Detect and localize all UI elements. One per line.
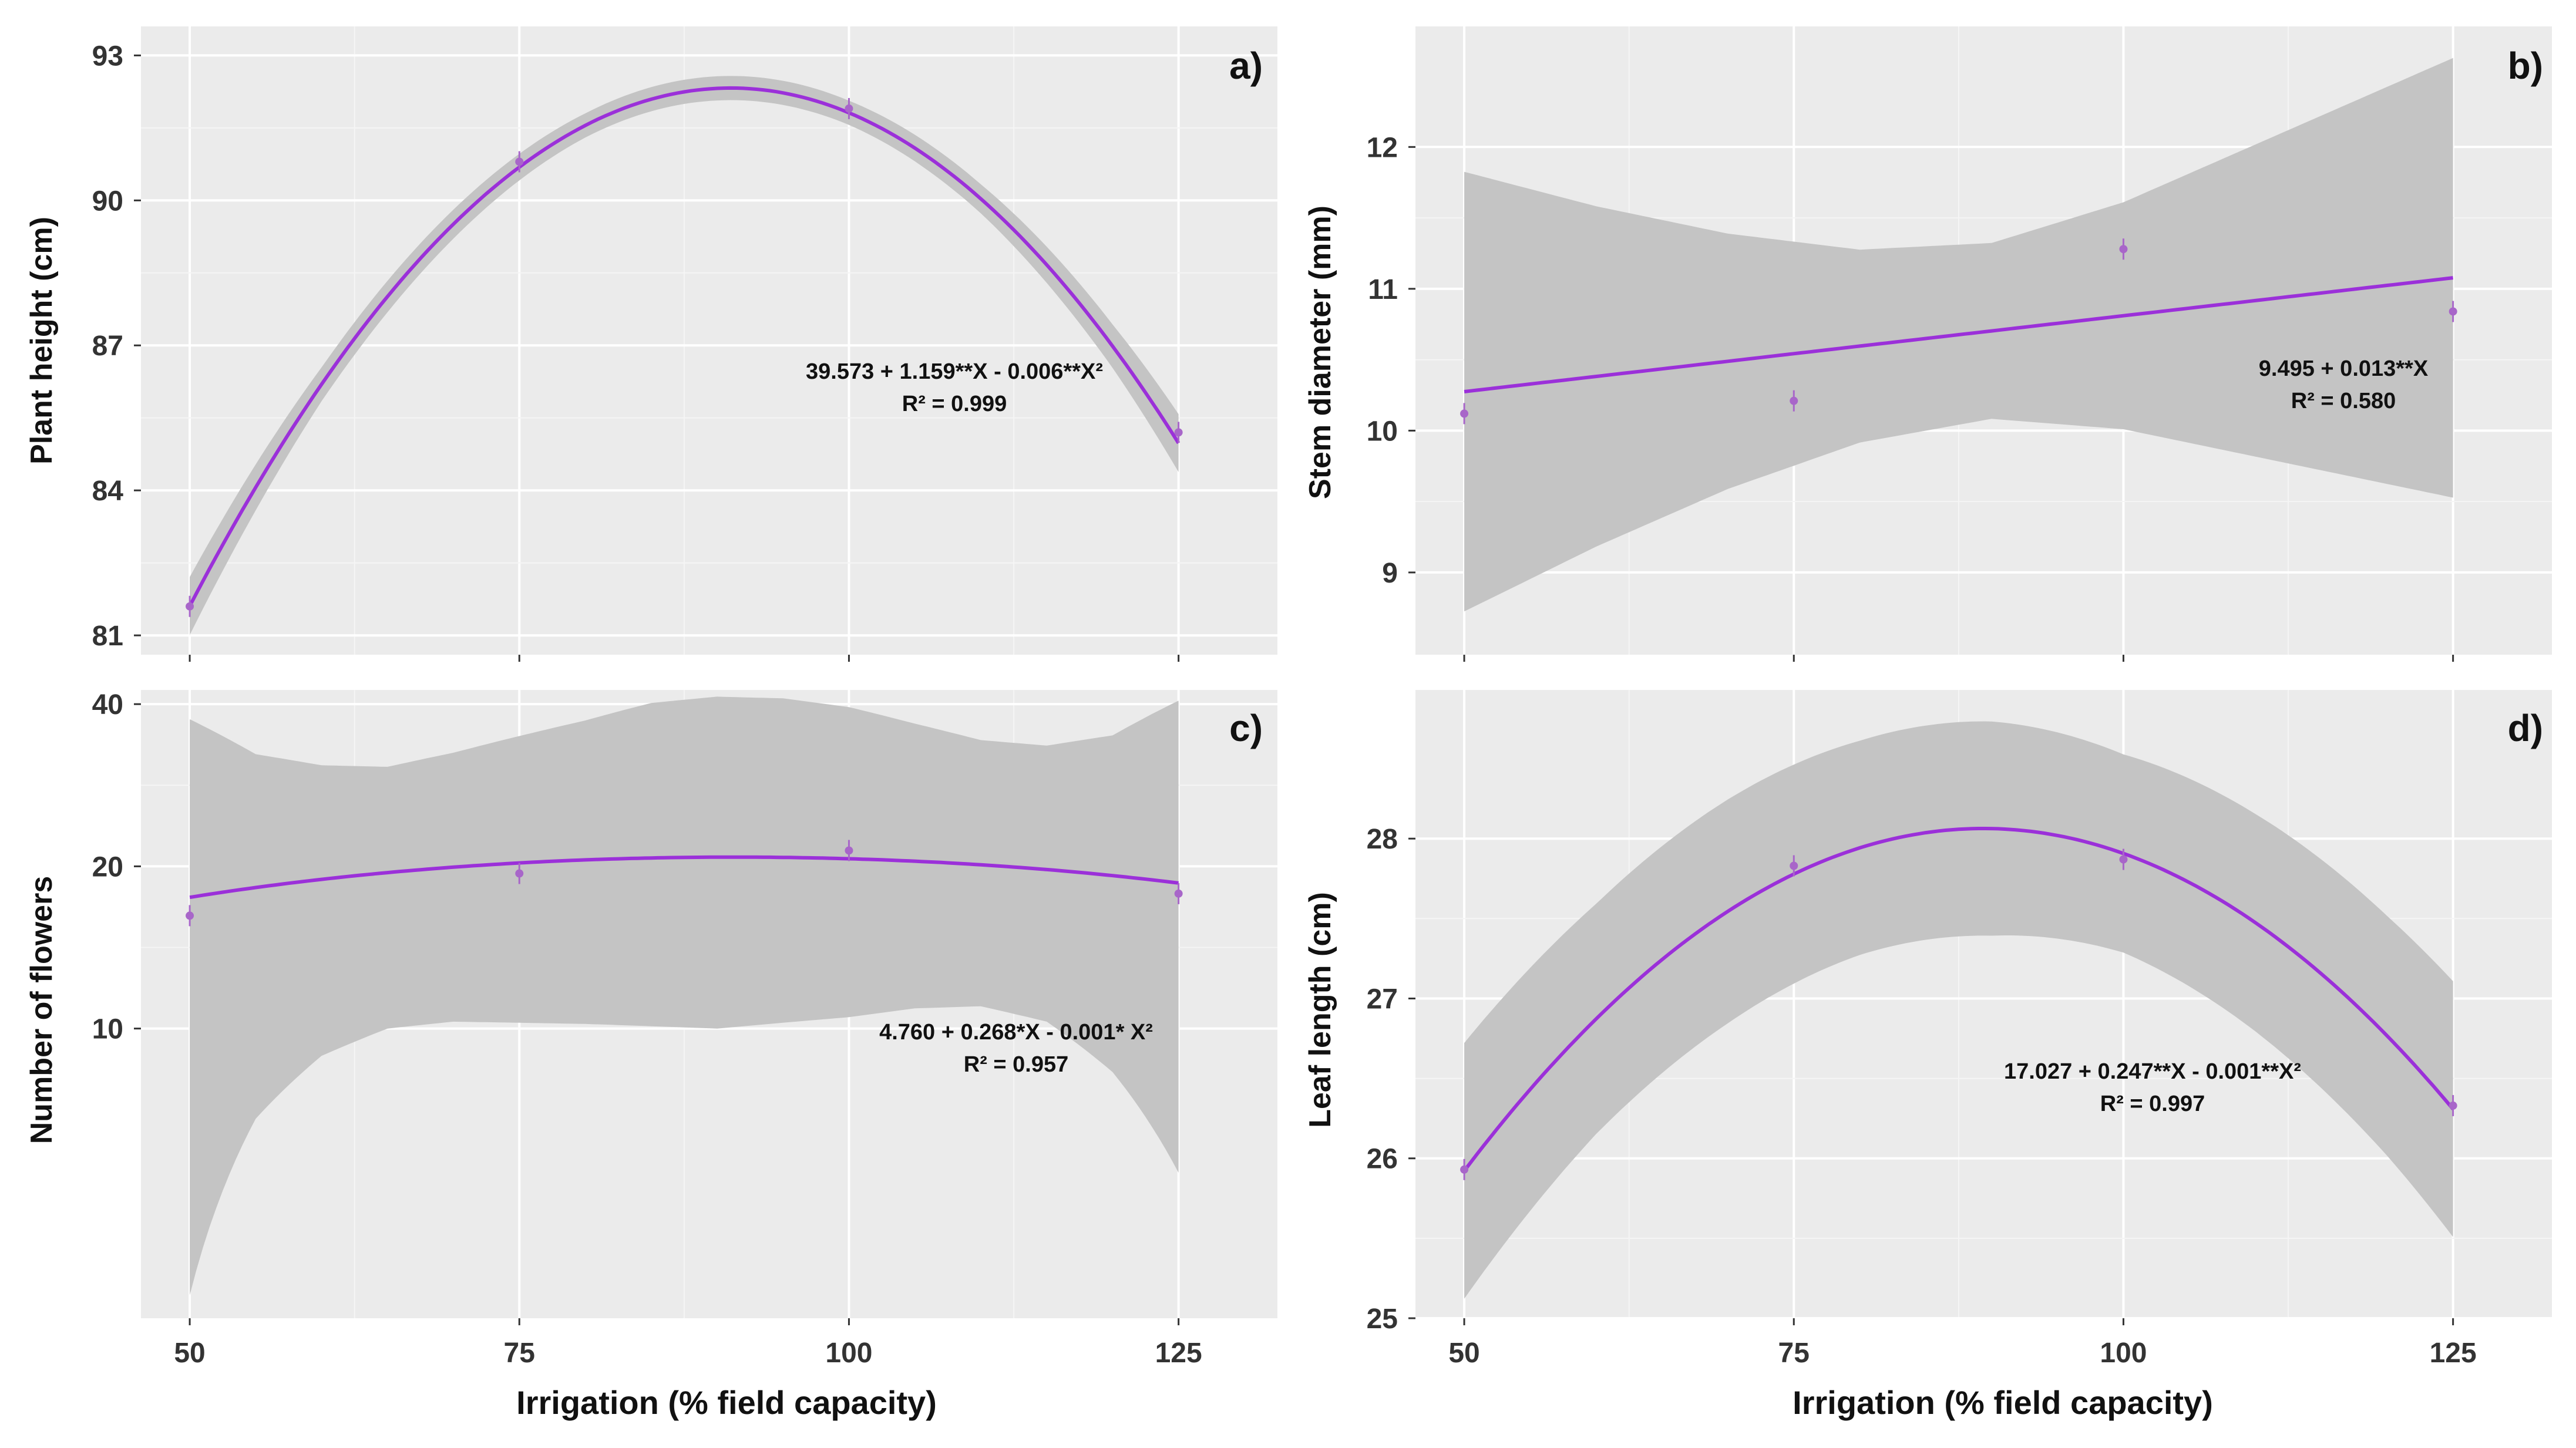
y-tick-label: 28 xyxy=(1367,824,1398,855)
panel-d-x-axis-title: Irrigation (% field capacity) xyxy=(1793,1384,2213,1421)
panel-a-y-axis-title: Plant height (cm) xyxy=(25,217,59,464)
point-marker xyxy=(2449,307,2457,316)
panel-a-points xyxy=(186,97,1183,617)
panel-c-r-squared: R² = 0.957 xyxy=(964,1052,1069,1077)
x-tick-label: 100 xyxy=(2100,1338,2147,1369)
point-marker xyxy=(1460,409,1469,418)
panel-b-label: b) xyxy=(2508,45,2543,87)
panel-c-ticks: 10 20 40 50 75 100 125 xyxy=(92,689,1202,1369)
panel-b-points xyxy=(1460,238,2457,425)
y-tick-label: 9 xyxy=(1382,558,1398,589)
y-tick-label: 81 xyxy=(92,621,123,652)
panel-c-x-axis-title: Irrigation (% field capacity) xyxy=(516,1384,937,1421)
point-marker xyxy=(845,104,853,113)
point-marker xyxy=(1790,861,1798,870)
data-point xyxy=(2449,301,2457,322)
panel-d-label: d) xyxy=(2508,707,2543,749)
y-tick-label: 10 xyxy=(1367,416,1398,447)
y-tick-label: 10 xyxy=(92,1014,123,1045)
panel-c-fit-line xyxy=(189,855,1179,900)
point-marker xyxy=(1790,396,1798,405)
panel-d-confidence-ribbon xyxy=(1464,721,2453,1299)
panel-b-fit-line xyxy=(1464,276,2453,393)
panel-a: 81 84 87 90 93 Plant height (cm) a) 39.573 +… xyxy=(25,26,1277,662)
panel-d-y-axis-title: Leaf length (cm) xyxy=(1303,892,1337,1128)
data-point xyxy=(1460,1159,1469,1180)
data-point xyxy=(845,97,853,119)
data-point xyxy=(1790,855,1798,877)
data-point xyxy=(186,595,194,617)
x-tick-label: 50 xyxy=(174,1338,205,1369)
panel-d-equation: 17.027 + 0.247**X - 0.001**X² xyxy=(2004,1059,2301,1084)
data-point xyxy=(186,905,194,927)
panel-b-y-axis-title: Stem diameter (mm) xyxy=(1303,206,1337,499)
point-marker xyxy=(1460,1165,1469,1174)
y-tick-label: 90 xyxy=(92,186,123,217)
panel-c-equation: 4.760 + 0.268*X - 0.001* X² xyxy=(879,1020,1153,1045)
x-tick-label: 50 xyxy=(1448,1338,1479,1369)
panel-a-grid xyxy=(141,26,1277,655)
panel-c-label: c) xyxy=(1229,707,1263,749)
point-marker xyxy=(1174,889,1183,898)
y-tick-label: 93 xyxy=(92,41,123,72)
point-marker xyxy=(2119,855,2128,864)
x-tick-label: 100 xyxy=(825,1338,872,1369)
point-marker xyxy=(1174,428,1183,437)
panel-a-fit-line xyxy=(188,86,1181,607)
panel-a-background xyxy=(141,26,1277,655)
data-point xyxy=(1174,422,1183,443)
panel-c-points xyxy=(186,840,1183,927)
panel-b: 9 10 11 12 Stem diameter (mm) b) 9.495 + 0.… xyxy=(1303,26,2552,662)
panel-a-ticks: 81 84 87 90 93 xyxy=(92,41,1180,662)
y-tick-label: 20 xyxy=(92,851,123,883)
panel-d: 25 26 27 28 50 75 100 125 Leaf length (cm) d) 1… xyxy=(1303,690,2552,1421)
panel-a-equation: 39.573 + 1.159**X - 0.006**X² xyxy=(806,359,1103,384)
data-point xyxy=(2119,238,2128,260)
data-point xyxy=(2449,1095,2457,1116)
data-point xyxy=(515,151,524,173)
x-tick-label: 75 xyxy=(504,1338,535,1369)
data-point xyxy=(845,840,853,861)
data-point xyxy=(1790,390,1798,412)
data-point xyxy=(1174,883,1183,904)
panel-d-fit-line xyxy=(1462,827,2454,1172)
panel-d-points xyxy=(1460,848,2457,1180)
panel-a-r-squared: R² = 0.999 xyxy=(902,392,1007,416)
y-tick-label: 27 xyxy=(1367,984,1398,1015)
y-tick-label: 25 xyxy=(1367,1304,1398,1335)
x-tick-label: 75 xyxy=(1778,1338,1810,1369)
y-tick-label: 26 xyxy=(1367,1144,1398,1175)
x-tick-label: 125 xyxy=(2430,1338,2477,1369)
point-marker xyxy=(2119,245,2128,254)
x-tick-label: 125 xyxy=(1155,1338,1202,1369)
panel-c-y-axis-title: Number of flowers xyxy=(25,876,59,1144)
panel-c: 10 20 40 50 75 100 125 Number of flowers c) 4.… xyxy=(25,689,1277,1421)
y-tick-label: 87 xyxy=(92,331,123,362)
point-marker xyxy=(515,869,524,878)
panel-d-ticks: 25 26 27 28 50 75 100 125 xyxy=(1367,824,2477,1369)
data-point xyxy=(515,863,524,884)
panel-a-label: a) xyxy=(1229,45,1263,87)
y-tick-label: 40 xyxy=(92,689,123,720)
data-point xyxy=(1460,403,1469,425)
panel-b-equation: 9.495 + 0.013**X xyxy=(2259,356,2429,381)
point-marker xyxy=(186,602,194,611)
point-marker xyxy=(186,911,194,920)
data-point xyxy=(2119,848,2128,870)
panel-c-confidence-ribbon xyxy=(190,696,1179,1295)
panel-b-ticks: 9 10 11 12 xyxy=(1367,132,2454,662)
panel-d-r-squared: R² = 0.997 xyxy=(2100,1092,2205,1116)
y-tick-label: 11 xyxy=(1368,274,1398,305)
panel-b-r-squared: R² = 0.580 xyxy=(2291,389,2396,413)
point-marker xyxy=(845,846,853,855)
y-tick-label: 84 xyxy=(92,476,124,507)
point-marker xyxy=(515,157,524,166)
y-tick-label: 12 xyxy=(1367,132,1398,163)
point-marker xyxy=(2449,1101,2457,1110)
